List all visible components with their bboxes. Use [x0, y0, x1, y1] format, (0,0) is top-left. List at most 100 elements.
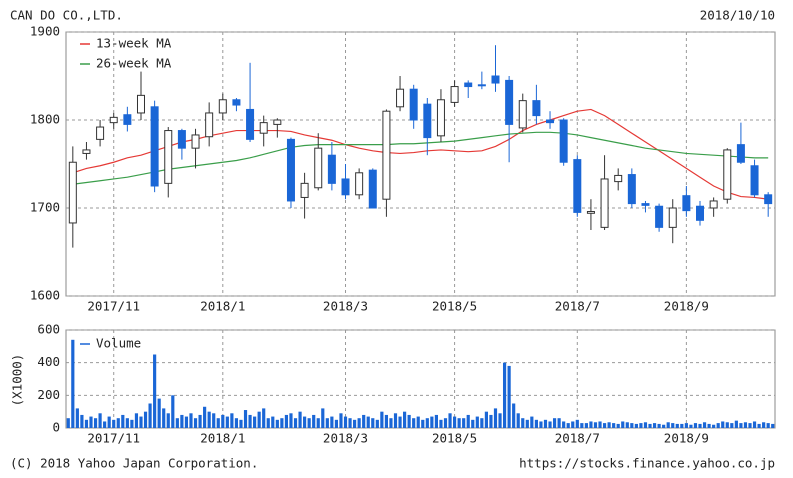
- candle-body: [191, 134, 200, 149]
- volume-bar: [284, 414, 289, 428]
- legend-label: 13-week MA: [96, 36, 172, 51]
- volume-bar: [207, 411, 211, 428]
- candle-body: [273, 119, 282, 125]
- x-tick-label: 2018/7: [555, 299, 600, 314]
- volume-bar: [571, 421, 575, 428]
- volume-bar: [262, 408, 266, 428]
- volume-bar: [730, 423, 734, 428]
- volume-bar: [698, 423, 702, 428]
- volume-bar: [771, 423, 775, 428]
- volume-bar: [357, 418, 361, 428]
- candle-body: [68, 161, 77, 224]
- volume-bar: [116, 418, 120, 428]
- y-tick-label: 1800: [30, 112, 60, 127]
- volume-bar: [384, 414, 389, 428]
- volume-bar: [725, 422, 729, 428]
- copyright: (C) 2018 Yahoo Japan Corporation.: [10, 456, 258, 471]
- volume-bar: [303, 416, 307, 428]
- volume-bar: [662, 424, 666, 428]
- volume-bar: [480, 418, 484, 428]
- volume-bar: [189, 413, 193, 428]
- volume-bar: [593, 422, 598, 428]
- candle-body: [314, 147, 323, 189]
- volume-bar: [325, 418, 329, 428]
- volume-bar: [648, 423, 652, 428]
- volume-bar: [666, 422, 670, 428]
- volume-bar: [616, 423, 620, 428]
- volume-bar: [348, 418, 352, 428]
- candle-body: [627, 174, 636, 205]
- candle-body: [764, 194, 773, 205]
- volume-bar: [157, 398, 161, 428]
- candle-body: [218, 99, 227, 114]
- volume-bar: [625, 422, 629, 428]
- candle-body: [96, 126, 105, 140]
- volume-bar: [748, 423, 752, 428]
- candle-body: [505, 79, 514, 125]
- y-tick-label: 1900: [30, 24, 60, 39]
- volume-bar: [307, 418, 311, 428]
- volume-bar: [112, 419, 116, 428]
- x-tick-label: 2018/7: [555, 431, 600, 446]
- volume-bar: [562, 421, 566, 428]
- candle-body: [491, 75, 500, 84]
- candle-body: [518, 100, 527, 129]
- volume-bar: [393, 413, 398, 428]
- volume-bar: [766, 423, 770, 428]
- volume-bar: [239, 419, 243, 428]
- volume-bar: [543, 419, 548, 428]
- volume-bar: [639, 423, 643, 428]
- chart-date: 2018/10/10: [700, 8, 775, 23]
- candle-body: [573, 159, 582, 213]
- volume-bar: [462, 418, 466, 428]
- volume-bar: [439, 419, 443, 428]
- volume-bar: [557, 418, 561, 428]
- volume-bar: [398, 416, 402, 428]
- candle-body: [355, 172, 364, 196]
- volume-bar: [339, 413, 343, 428]
- volume-bar: [443, 418, 448, 428]
- volume-bar: [148, 403, 152, 428]
- legend-label: Volume: [96, 336, 141, 351]
- candle-body: [82, 149, 91, 154]
- volume-bar: [216, 418, 220, 428]
- x-tick-label: 2018/1: [200, 431, 245, 446]
- volume-bar: [575, 419, 579, 428]
- volume-bar: [630, 423, 634, 428]
- volume-bar: [621, 421, 625, 428]
- volume-bar: [280, 418, 284, 428]
- volume-bar: [466, 414, 470, 428]
- candle-body: [396, 88, 405, 108]
- volume-bar: [293, 418, 298, 428]
- volume-bar: [289, 413, 293, 428]
- candle-body: [436, 99, 445, 137]
- candle-body: [736, 144, 745, 163]
- volume-bar: [502, 362, 507, 428]
- volume-bar: [680, 423, 684, 428]
- candle-body: [286, 138, 295, 202]
- volume-bar: [507, 365, 511, 428]
- candle-body: [546, 119, 555, 124]
- volume-bar: [421, 419, 425, 428]
- volume-bar: [430, 416, 434, 428]
- volume-bar: [75, 408, 79, 428]
- volume-bar: [166, 413, 170, 428]
- candle-body: [341, 178, 350, 196]
- candle-body: [668, 207, 677, 228]
- candle-body: [600, 178, 609, 228]
- volume-bar: [762, 422, 766, 428]
- volume-bar: [757, 423, 761, 428]
- volume-bar: [80, 414, 84, 428]
- volume-bar: [489, 414, 493, 428]
- volume-bar: [589, 421, 593, 428]
- x-tick-label: 2018/5: [432, 431, 477, 446]
- volume-bar: [380, 411, 384, 428]
- volume-bar: [530, 416, 534, 428]
- volume-bar: [652, 423, 657, 428]
- legend-label: 26-week MA: [96, 56, 172, 71]
- volume-bar: [452, 416, 457, 428]
- y-tick-label: 0: [52, 420, 60, 435]
- plot-area: [65, 31, 776, 297]
- volume-bar: [539, 421, 543, 428]
- candle-body: [709, 200, 718, 209]
